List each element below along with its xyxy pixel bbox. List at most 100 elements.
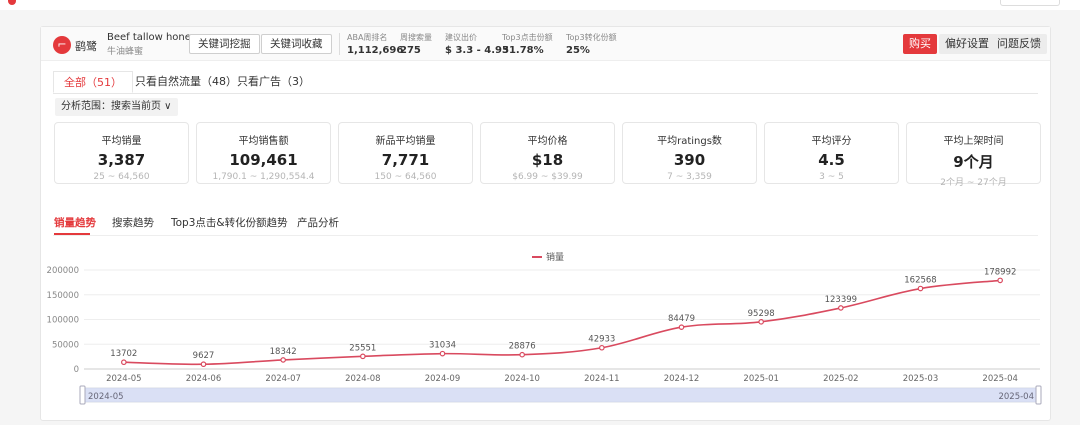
data-label: 13702 bbox=[110, 349, 137, 359]
stat-label: 平均ratings数 bbox=[657, 136, 722, 147]
metric-suggested-bid: 建议出价 $ 3.3 - 4.93 bbox=[445, 32, 509, 56]
data-point[interactable] bbox=[519, 351, 525, 358]
data-label: 95298 bbox=[748, 309, 775, 319]
stat-label: 新品平均销量 bbox=[375, 136, 436, 147]
divider bbox=[339, 33, 340, 55]
x-tick-label: 2024-06 bbox=[186, 374, 222, 384]
x-tick-label: 2024-12 bbox=[664, 374, 700, 384]
brand-logo-icon: ⌐ bbox=[53, 36, 71, 54]
feedback-button[interactable]: 问题反馈 bbox=[991, 34, 1047, 54]
data-label: 31034 bbox=[429, 341, 456, 351]
preferences-button[interactable]: 偏好设置 bbox=[939, 34, 995, 54]
top-right-button-fragment[interactable] bbox=[1000, 0, 1060, 6]
stat-range: 7 ~ 3,359 bbox=[667, 172, 712, 182]
metric-value: 1,112,696 bbox=[347, 45, 404, 56]
data-label: 123399 bbox=[825, 295, 857, 305]
zoom-handle-right[interactable] bbox=[1035, 385, 1042, 405]
data-point[interactable] bbox=[280, 357, 286, 363]
stat-label: 平均价格 bbox=[527, 136, 568, 147]
stat-card-avg-rating: 平均评分 4.5 3 ~ 5 bbox=[764, 122, 899, 184]
x-tick-label: 2024-07 bbox=[265, 374, 301, 384]
tab-product-analysis[interactable]: 产品分析 bbox=[297, 217, 339, 229]
data-point[interactable] bbox=[360, 353, 366, 360]
y-tick-label: 100000 bbox=[47, 316, 79, 326]
tab-sales-trend[interactable]: 销量趋势 bbox=[54, 217, 96, 229]
data-label: 9627 bbox=[193, 351, 215, 361]
top-strip bbox=[0, 0, 1080, 10]
data-label: 162568 bbox=[904, 276, 936, 286]
data-label: 18342 bbox=[270, 347, 297, 357]
stat-card-avg-revenue: 平均销售额 109,461 1,790.1 ~ 1,290,554.4 bbox=[196, 122, 331, 184]
metric-weekly-search: 周搜索量 275 bbox=[400, 32, 432, 56]
data-label: 25551 bbox=[349, 343, 376, 353]
chart-tab-divider bbox=[53, 235, 1038, 236]
stat-label: 平均评分 bbox=[811, 136, 852, 147]
data-label: 84479 bbox=[668, 314, 695, 324]
keyword-chinese: 牛油蜂蜜 bbox=[107, 47, 144, 57]
zoom-handle-left[interactable] bbox=[79, 385, 86, 405]
brand-name: 鹞鹭 bbox=[75, 40, 97, 53]
data-label: 178992 bbox=[984, 267, 1016, 277]
tab-search-trend[interactable]: 搜索趋势 bbox=[112, 217, 154, 229]
stat-value: 7,771 bbox=[381, 151, 430, 169]
x-tick-label: 2025-01 bbox=[743, 374, 779, 384]
metric-label: 建议出价 bbox=[445, 33, 477, 42]
data-point[interactable] bbox=[678, 324, 685, 330]
metric-label: Top3转化份额 bbox=[566, 33, 617, 42]
buy-button[interactable]: 购买 bbox=[903, 34, 937, 54]
x-tick-label: 2025-03 bbox=[903, 374, 939, 384]
stat-value: 4.5 bbox=[818, 151, 845, 169]
panel-header: ⌐ 鹞鹭 Beef tallow honey 牛油蜂蜜 关键词挖掘 关键词收藏 … bbox=[41, 27, 1050, 61]
stat-value: 9个月 bbox=[953, 153, 994, 171]
metric-label: 周搜索量 bbox=[400, 33, 432, 42]
metric-value: 25% bbox=[566, 45, 590, 56]
tab-top3-share-trend[interactable]: Top3点击&转化份额趋势 bbox=[171, 217, 288, 229]
y-tick-label: 50000 bbox=[52, 340, 79, 350]
keyword-english: Beef tallow honey bbox=[107, 32, 197, 43]
keyword-analysis-panel: ⌐ 鹞鹭 Beef tallow honey 牛油蜂蜜 关键词挖掘 关键词收藏 … bbox=[40, 26, 1051, 421]
metric-label: Top3点击份额 bbox=[502, 33, 553, 42]
stat-card-new-avg-sales: 新品平均销量 7,771 150 ~ 64,560 bbox=[338, 122, 473, 184]
data-point[interactable] bbox=[439, 350, 446, 357]
stat-card-avg-ratings: 平均ratings数 390 7 ~ 3,359 bbox=[622, 122, 757, 184]
y-tick-label: 200000 bbox=[47, 266, 79, 276]
data-label: 28876 bbox=[509, 342, 536, 352]
data-point[interactable] bbox=[917, 285, 924, 292]
metric-value: 275 bbox=[400, 45, 421, 56]
x-tick-label: 2024-08 bbox=[345, 374, 381, 384]
data-point[interactable] bbox=[200, 361, 207, 368]
stat-card-avg-sales: 平均销量 3,387 25 ~ 64,560 bbox=[54, 122, 189, 184]
metric-top3-conversion-share: Top3转化份额 25% bbox=[566, 32, 617, 56]
tab-organic[interactable]: 只看自然流量（48） bbox=[135, 75, 237, 88]
data-point[interactable] bbox=[838, 305, 844, 311]
zoom-slider-selection bbox=[84, 388, 1040, 402]
stat-label: 平均销售额 bbox=[238, 136, 289, 147]
x-tick-label: 2024-11 bbox=[584, 374, 620, 384]
metric-value: $ 3.3 - 4.93 bbox=[445, 45, 509, 56]
metric-label: ABA周排名 bbox=[347, 33, 388, 42]
tab-ads[interactable]: 只看广告（3） bbox=[237, 75, 310, 88]
stat-label: 平均上架时间 bbox=[943, 136, 1004, 147]
keyword-favorite-button[interactable]: 关键词收藏 bbox=[261, 34, 332, 54]
data-point[interactable] bbox=[997, 277, 1003, 284]
x-tick-label: 2025-02 bbox=[823, 374, 859, 384]
data-point[interactable] bbox=[121, 359, 127, 366]
data-point[interactable] bbox=[599, 344, 605, 351]
stat-value: 109,461 bbox=[229, 151, 298, 169]
tab-all[interactable]: 全部（51） bbox=[53, 71, 133, 93]
tab-divider bbox=[53, 93, 1038, 94]
stat-label: 平均销量 bbox=[101, 136, 142, 147]
stat-range: 1,790.1 ~ 1,290,554.4 bbox=[212, 172, 315, 182]
metric-aba-rank: ABA周排名 1,112,696 bbox=[347, 32, 403, 56]
keyword-mining-button[interactable]: 关键词挖掘 bbox=[189, 34, 260, 54]
stat-range: 2个月 ~ 27个月 bbox=[940, 178, 1007, 188]
stat-card-avg-listing-age: 平均上架时间 9个月 2个月 ~ 27个月 bbox=[906, 122, 1041, 188]
y-tick-label: 0 bbox=[74, 365, 79, 375]
zoom-end-label: 2025-04 bbox=[998, 392, 1034, 402]
series-line-sales bbox=[123, 279, 1001, 366]
analysis-scope-dropdown[interactable]: 分析范围：搜索当前页 ∨ bbox=[55, 98, 178, 116]
stat-range: 25 ~ 64,560 bbox=[93, 172, 150, 182]
metric-value: 51.78% bbox=[502, 45, 544, 56]
data-point[interactable] bbox=[758, 319, 764, 325]
